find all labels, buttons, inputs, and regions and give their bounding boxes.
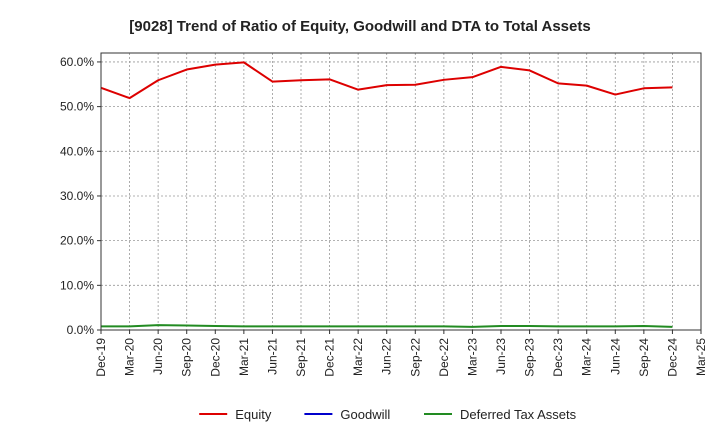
- plot-area: [100, 52, 702, 331]
- legend-label: Equity: [235, 407, 272, 422]
- legend-item-goodwill: Goodwill: [304, 407, 390, 422]
- legend-label: Goodwill: [340, 407, 390, 422]
- x-tick-label: Jun-23: [494, 338, 508, 375]
- x-tick-label: Mar-25: [694, 338, 708, 376]
- chart-title: [9028] Trend of Ratio of Equity, Goodwil…: [129, 18, 590, 35]
- legend-item-equity: Equity: [199, 407, 272, 422]
- legend-label: Deferred Tax Assets: [460, 407, 577, 422]
- x-tick-label: Sep-20: [180, 338, 194, 377]
- x-tick-label: Dec-24: [665, 338, 679, 377]
- x-tick-label: Mar-21: [237, 338, 251, 376]
- x-tick-label: Sep-21: [294, 338, 308, 377]
- plot-background: [101, 53, 701, 330]
- x-tick-label: Mar-24: [580, 338, 594, 376]
- legend: Equity Goodwill Deferred Tax Assets: [199, 407, 577, 422]
- y-tick-label: 10.0%: [60, 278, 94, 292]
- x-tick-label: Jun-22: [380, 338, 394, 375]
- series-layer: [100, 61, 673, 328]
- x-tick-label: Sep-22: [408, 338, 422, 377]
- y-tick-label: 20.0%: [60, 234, 94, 248]
- x-tick-label: Jun-21: [265, 338, 279, 375]
- x-tick-label: Mar-20: [123, 338, 137, 376]
- plot-frame: [100, 52, 702, 331]
- x-tick-label: Dec-22: [437, 338, 451, 377]
- y-tick-label: 60.0%: [60, 55, 94, 69]
- x-tick-label: Jun-24: [608, 338, 622, 375]
- x-tick-label: Mar-22: [351, 338, 365, 376]
- x-tick-label: Jun-20: [151, 338, 165, 375]
- grid: [101, 53, 701, 330]
- y-tick-label: 30.0%: [60, 189, 94, 203]
- series-line-equity: [100, 61, 673, 100]
- x-tick-label: Dec-19: [94, 338, 108, 377]
- y-tick-label: 40.0%: [60, 144, 94, 158]
- legend-item-deferred-tax-assets: Deferred Tax Assets: [424, 407, 577, 422]
- x-tick-label: Dec-20: [208, 338, 222, 377]
- x-tick-label: Dec-21: [323, 338, 337, 377]
- series-line-deferred-tax-assets: [101, 324, 673, 328]
- x-tick-label: Dec-23: [551, 338, 565, 377]
- x-tick-label: Sep-23: [523, 338, 537, 377]
- y-axis: 0.0% 10.0% 20.0% 30.0% 40.0% 50.0% 60.0%: [60, 55, 101, 337]
- x-tick-label: Sep-24: [637, 338, 651, 377]
- y-tick-label: 0.0%: [67, 323, 95, 337]
- y-tick-label: 50.0%: [60, 100, 94, 114]
- x-axis: Dec-19 Mar-20 Jun-20 Sep-20 Dec-20 Mar-21 Jun-…: [94, 330, 708, 377]
- x-tick-label: Mar-23: [465, 338, 479, 376]
